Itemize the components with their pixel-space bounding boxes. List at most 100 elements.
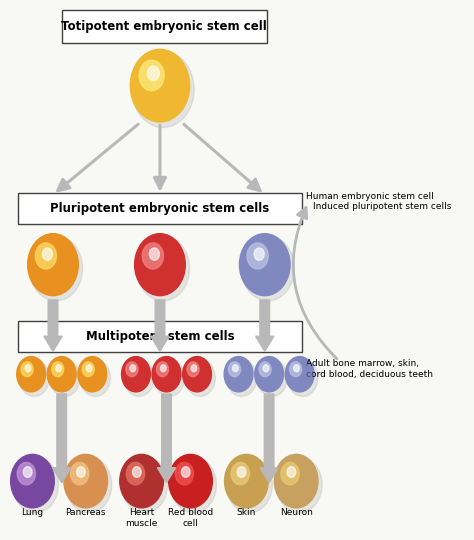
Circle shape: [82, 362, 105, 389]
Text: Heart
muscle: Heart muscle: [126, 508, 158, 528]
Circle shape: [17, 462, 51, 504]
Circle shape: [55, 364, 62, 372]
Text: Ectoderm line: Ectoderm line: [232, 213, 298, 222]
Circle shape: [231, 462, 249, 485]
Circle shape: [185, 360, 215, 396]
FancyArrow shape: [44, 300, 62, 351]
Circle shape: [47, 356, 76, 392]
Circle shape: [247, 243, 286, 291]
Circle shape: [35, 243, 75, 291]
FancyBboxPatch shape: [18, 321, 302, 352]
Circle shape: [126, 362, 138, 377]
Circle shape: [281, 462, 315, 504]
FancyArrow shape: [255, 300, 274, 351]
Circle shape: [19, 360, 49, 396]
Circle shape: [121, 356, 150, 392]
Circle shape: [156, 362, 179, 389]
Circle shape: [21, 362, 33, 377]
Circle shape: [77, 467, 85, 477]
Circle shape: [78, 356, 107, 392]
FancyArrow shape: [260, 394, 278, 483]
Circle shape: [71, 462, 89, 485]
Text: Mesoderm line: Mesoderm line: [125, 213, 195, 222]
Circle shape: [135, 234, 185, 296]
Circle shape: [29, 236, 82, 301]
Text: Endoderm line: Endoderm line: [18, 213, 87, 222]
Circle shape: [290, 362, 301, 377]
Circle shape: [142, 243, 164, 269]
Circle shape: [287, 467, 296, 477]
FancyArrow shape: [157, 394, 176, 483]
Text: Adult bone marrow, skin,
cord blood, deciduous teeth: Adult bone marrow, skin, cord blood, dec…: [306, 359, 433, 379]
Text: Multipotent stem cells: Multipotent stem cells: [86, 330, 234, 343]
Circle shape: [187, 362, 210, 389]
Circle shape: [247, 243, 268, 269]
Circle shape: [239, 234, 290, 296]
Circle shape: [232, 364, 238, 372]
Circle shape: [120, 454, 164, 508]
Circle shape: [147, 66, 159, 80]
Circle shape: [25, 364, 31, 372]
Circle shape: [231, 462, 265, 504]
Circle shape: [139, 60, 164, 91]
Circle shape: [276, 457, 322, 513]
Circle shape: [17, 462, 36, 485]
Circle shape: [227, 360, 257, 396]
FancyBboxPatch shape: [62, 10, 267, 43]
Circle shape: [155, 360, 185, 396]
Circle shape: [130, 49, 190, 122]
Circle shape: [175, 462, 193, 485]
Circle shape: [259, 362, 271, 377]
Circle shape: [274, 454, 318, 508]
Circle shape: [161, 364, 166, 372]
Circle shape: [52, 362, 74, 389]
Text: Neuron: Neuron: [280, 509, 313, 517]
Circle shape: [80, 360, 110, 396]
Circle shape: [50, 360, 80, 396]
FancyArrow shape: [151, 300, 169, 351]
Circle shape: [293, 364, 300, 372]
Circle shape: [263, 364, 269, 372]
Circle shape: [281, 462, 299, 485]
Circle shape: [66, 457, 112, 513]
Circle shape: [17, 356, 46, 392]
Text: Pancreas: Pancreas: [65, 509, 106, 517]
Circle shape: [187, 362, 199, 377]
Circle shape: [142, 243, 182, 291]
Text: Induced pluripotent stem cells: Induced pluripotent stem cells: [313, 202, 451, 212]
Text: Red blood
cell: Red blood cell: [168, 508, 213, 528]
Circle shape: [122, 457, 168, 513]
Circle shape: [82, 362, 94, 377]
Circle shape: [227, 457, 273, 513]
Text: Lung: Lung: [21, 509, 44, 517]
Circle shape: [228, 362, 251, 389]
Circle shape: [42, 248, 53, 260]
FancyBboxPatch shape: [18, 193, 302, 224]
Text: Skin: Skin: [237, 509, 256, 517]
Circle shape: [288, 360, 318, 396]
Circle shape: [86, 364, 92, 372]
Circle shape: [21, 362, 44, 389]
Circle shape: [228, 362, 241, 377]
Circle shape: [237, 467, 246, 477]
Circle shape: [149, 248, 159, 260]
Circle shape: [71, 462, 104, 504]
Circle shape: [171, 457, 217, 513]
Circle shape: [257, 360, 287, 396]
Circle shape: [52, 362, 64, 377]
Circle shape: [175, 462, 210, 504]
Circle shape: [27, 234, 78, 296]
Circle shape: [127, 462, 160, 504]
Circle shape: [137, 236, 190, 301]
Circle shape: [285, 356, 314, 392]
Circle shape: [127, 462, 145, 485]
Text: Totipotent embryonic stem cell: Totipotent embryonic stem cell: [62, 21, 267, 33]
Circle shape: [241, 236, 294, 301]
Circle shape: [124, 360, 154, 396]
Circle shape: [152, 356, 181, 392]
Circle shape: [182, 467, 190, 477]
Circle shape: [23, 467, 32, 477]
Circle shape: [254, 248, 264, 260]
Circle shape: [290, 362, 312, 389]
FancyArrow shape: [53, 394, 71, 483]
